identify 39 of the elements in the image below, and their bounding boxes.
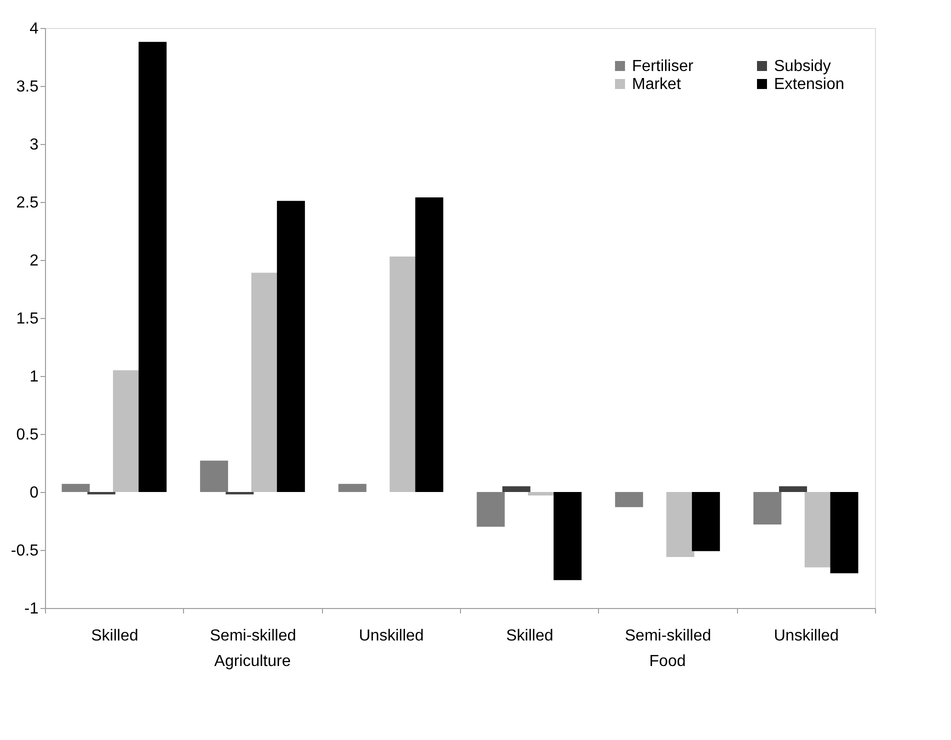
legend-label: Extension: [774, 76, 844, 93]
y-tick-label: 0: [30, 484, 39, 502]
y-tick-label: 2: [30, 252, 39, 270]
y-tick-label: -0.5: [10, 542, 39, 560]
x-tick-label: Skilled: [506, 628, 554, 644]
x-tick-label: Unskilled: [774, 628, 839, 644]
legend-label: Market: [632, 76, 682, 93]
y-tick-label: 3.5: [16, 78, 39, 96]
bar: [338, 484, 366, 492]
bar: [476, 492, 505, 527]
bar: [200, 460, 228, 492]
legend-label: Fertiliser: [632, 58, 694, 75]
y-tick-label: -1: [24, 600, 39, 618]
text: Food: [649, 653, 686, 670]
bar: [615, 492, 644, 508]
bar: [692, 492, 720, 552]
bar: [830, 492, 858, 574]
x-tick-label: Semi-skilled: [624, 628, 712, 644]
legend-label: Subsidy: [774, 58, 831, 75]
bar: [112, 370, 141, 492]
bar: [753, 492, 782, 524]
bar: [779, 486, 808, 492]
bar: [138, 42, 167, 492]
bar: [276, 200, 305, 492]
x-tick-label: Semi-skilled: [210, 628, 296, 644]
y-tick-label: 4: [30, 20, 39, 38]
y-tick-label: 2.5: [16, 194, 39, 212]
y-tick-label: 0.5: [16, 426, 39, 444]
x-tick-label: Skilled: [91, 628, 138, 644]
bar: [62, 484, 90, 492]
bar: [502, 486, 530, 492]
text: Agriculture: [214, 653, 291, 670]
y-tick-label: 3: [30, 136, 39, 154]
y-tick-label: 1: [30, 368, 39, 386]
x-tick-label: Unskilled: [358, 628, 424, 644]
y-tick-label: 1.5: [16, 310, 39, 328]
bar: [415, 197, 444, 492]
bar: [666, 492, 694, 557]
bar: [554, 492, 582, 580]
